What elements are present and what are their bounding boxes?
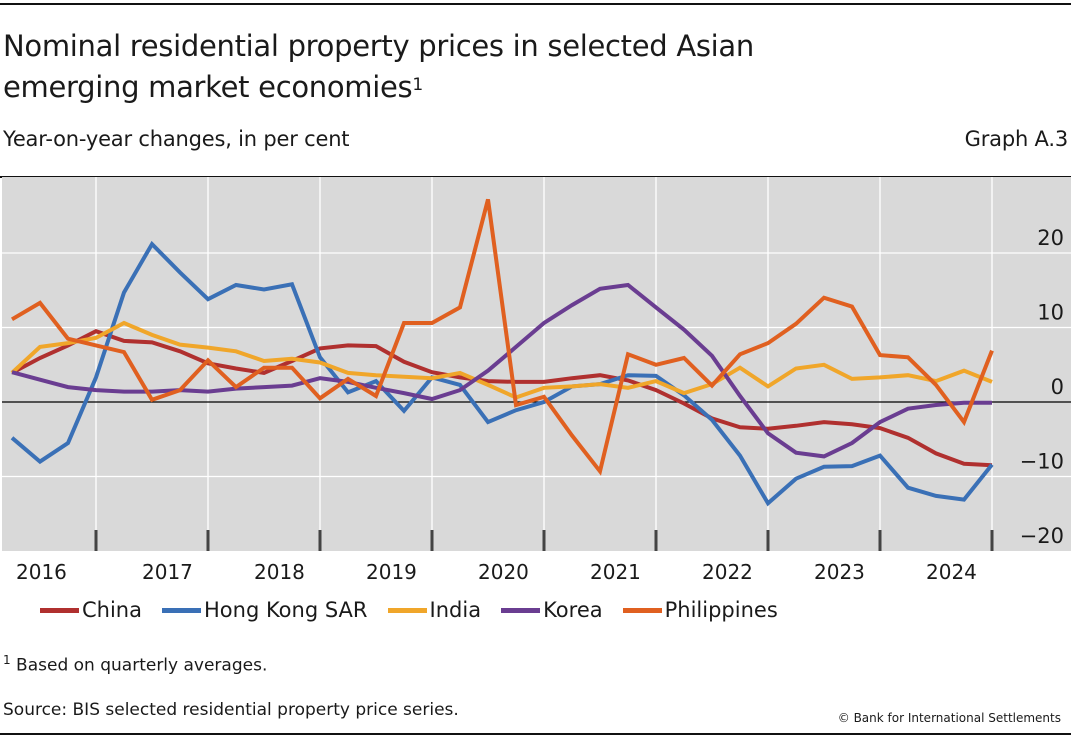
chart-title-line2-text: emerging market economies xyxy=(3,70,413,104)
x-tick-label: 2022 xyxy=(702,560,753,584)
legend-item-korea: Korea xyxy=(501,598,603,622)
source-note: Source: BIS selected residential propert… xyxy=(3,700,459,720)
x-tick-label: 2017 xyxy=(142,560,193,584)
bottom-rule xyxy=(0,733,1071,735)
x-tick-label: 2016 xyxy=(16,560,67,584)
series-line-china xyxy=(11,329,993,468)
legend-label: India xyxy=(429,598,482,622)
legend-label: Philippines xyxy=(664,598,778,622)
series-lines xyxy=(10,198,994,507)
legend-item-hong-kong-sar: Hong Kong SAR xyxy=(162,598,368,622)
chart-title-line2: emerging market economies1 xyxy=(3,67,754,108)
x-tick-label: 2021 xyxy=(590,560,641,584)
legend-item-india: India xyxy=(387,598,482,622)
y-tick-label: 0 xyxy=(1051,375,1064,399)
legend-label: Korea xyxy=(543,598,603,622)
y-tick-label: −10 xyxy=(1020,450,1064,474)
legend-swatch xyxy=(40,607,79,613)
x-tick-label: 2024 xyxy=(926,560,977,584)
x-tick-label: 2019 xyxy=(366,560,417,584)
x-tick-label: 2018 xyxy=(254,560,305,584)
chart-plot: 20 10 0 −10 −20 xyxy=(2,177,1071,551)
graph-id: Graph A.3 xyxy=(964,127,1069,151)
legend-label: Hong Kong SAR xyxy=(204,598,368,622)
plot-background xyxy=(2,177,1071,551)
chart-subtitle: Year-on-year changes, in per cent xyxy=(3,127,350,151)
x-tick-marks xyxy=(94,530,994,551)
legend: China Hong Kong SAR India Korea Philippines xyxy=(40,598,798,622)
header-rule xyxy=(0,176,1071,178)
legend-swatch xyxy=(387,607,427,613)
x-tick-label: 2020 xyxy=(478,560,529,584)
legend-label: China xyxy=(82,598,142,622)
y-tick-label: 20 xyxy=(1037,226,1064,250)
legend-swatch xyxy=(501,607,541,613)
series-line-philippines xyxy=(10,198,994,476)
legend-swatch xyxy=(622,607,662,613)
series-line-hong-kong-sar xyxy=(10,240,994,507)
x-tick-label: 2023 xyxy=(814,560,865,584)
legend-item-china: China xyxy=(40,598,142,622)
footnote-marker: 1 xyxy=(3,653,11,667)
vertical-gridlines xyxy=(95,177,993,551)
footnote-text: Based on quarterly averages. xyxy=(16,655,268,676)
chart-title-line1: Nominal residential property prices in s… xyxy=(3,29,754,63)
copyright: © Bank for International Settlements xyxy=(837,711,1061,725)
footnote: 1 Based on quarterly averages. xyxy=(3,653,267,676)
chart-title: Nominal residential property prices in s… xyxy=(3,26,754,108)
title-footnote-marker: 1 xyxy=(412,75,423,95)
legend-item-philippines: Philippines xyxy=(622,598,778,622)
legend-swatch xyxy=(162,607,201,613)
y-tick-label: 10 xyxy=(1037,301,1064,325)
top-rule xyxy=(0,3,1071,5)
y-tick-labels: 20 10 0 −10 −20 xyxy=(1020,226,1064,548)
y-tick-label: −20 xyxy=(1020,524,1064,548)
series-line-india xyxy=(10,320,993,400)
